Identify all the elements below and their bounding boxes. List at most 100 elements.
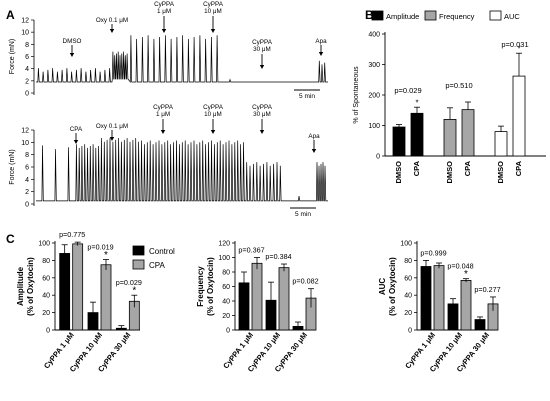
trace-marker-arrowhead: [259, 65, 265, 69]
b-significance-star: *: [517, 45, 520, 54]
panel-letter-c: C: [6, 232, 15, 246]
trace-marker-arrowhead: [259, 130, 265, 134]
c-y-tick-label: 0: [408, 328, 412, 335]
trace-marker-label: CyPPA 1 μM: [153, 104, 174, 118]
c-p-value: p=0.048: [447, 262, 473, 271]
trace-y-tick-label: 4: [25, 66, 29, 73]
b-x-tick-label: CPA: [463, 160, 472, 176]
c-significance-star: *: [464, 269, 468, 280]
trace-marker-label: Oxy 0.1 μM: [96, 123, 128, 130]
c-bar: [251, 262, 263, 331]
c-bar: [72, 243, 84, 331]
c-p-value: p=0.384: [265, 252, 291, 261]
c-y-tick-label: 20: [42, 310, 50, 317]
c-bar: [278, 267, 290, 331]
trace-marker-label: CyPPA 10 μM: [203, 1, 224, 15]
panel-letter-b: B: [365, 8, 374, 22]
b-legend-swatch: [424, 10, 437, 21]
trace-marker-label: CyPPA 10 μM: [203, 104, 224, 118]
c-y-tick-label: 40: [42, 293, 50, 300]
c-y-tick-label: 120: [218, 241, 230, 248]
b-y-label: % of Spontaneous: [353, 66, 360, 124]
c-y-tick-label: 80: [222, 270, 230, 277]
trace-marker-arrowhead: [109, 137, 115, 141]
b-x-tick-label: CPA: [514, 160, 523, 176]
trace-marker-label: CyPPA 30 μM: [252, 39, 273, 53]
c-y-tick-label: 20: [404, 310, 412, 317]
trace-y-tick-label: 8: [25, 152, 29, 159]
b-y-tick-label: 100: [368, 123, 380, 130]
b-bar: [494, 131, 508, 157]
trace-y-tick-label: 6: [25, 54, 29, 61]
trace-bottom: 0 2 4 6 8 10 12 Force (mN) CPA Oxy 0.1 μM CyPPA 1 μ…: [9, 104, 328, 218]
b-y-tick-label: 0: [376, 154, 380, 161]
c-p-value: p=0.775: [59, 230, 85, 239]
trace-marker-label: Oxy 0.1 μM: [96, 17, 128, 24]
b-bar: [512, 75, 526, 157]
c-y-label: AUC(% of Oxytocin): [378, 257, 397, 316]
c-y-label: Frequency(% of Oxytocin): [196, 257, 215, 316]
c-p-value: p=0.277: [474, 285, 500, 294]
c-y-tick-label: 100: [400, 241, 412, 248]
c-y-tick-label: 80: [404, 258, 412, 265]
trace-marker-arrowhead: [318, 52, 324, 56]
b-legend-label: Amplitude: [386, 12, 419, 21]
c-y-tick-label: 0: [46, 328, 50, 335]
c-bar: [433, 265, 445, 331]
trace-y-tick-label: 0: [25, 91, 29, 98]
c-significance-star: *: [132, 286, 136, 297]
trace-marker-arrowhead: [210, 130, 216, 134]
b-bar: [392, 126, 406, 157]
scale-bar-label: 5 min: [299, 93, 315, 100]
trace-marker-arrowhead: [69, 53, 75, 57]
c-y-tick-label: 20: [222, 313, 230, 320]
trace-y-tick-label: 12: [21, 18, 29, 25]
trace-marker-label: CyPPA 30 μM: [252, 104, 273, 118]
chart-b: 0 100 200 300 400 % of Spontaneous Amplitude Fr…: [353, 10, 546, 184]
c-bar: [100, 264, 112, 331]
trace-y-tick-label: 2: [25, 78, 29, 85]
c-bar: [59, 253, 71, 331]
c-significance-star: *: [104, 250, 108, 261]
c-bar: [420, 266, 432, 331]
trace-marker-label: DMSO: [63, 38, 82, 45]
b-bar: [461, 109, 475, 157]
trace-y-tick-label: 8: [25, 42, 29, 49]
c-legend-label: CPA: [149, 261, 166, 270]
trace-marker-arrowhead: [311, 149, 317, 153]
b-legend-label: Frequency: [439, 12, 475, 21]
b-x-tick-label: DMSO: [445, 161, 454, 184]
trace-marker-label: Apa: [308, 133, 320, 140]
trace-y-label: Force (mN): [9, 149, 16, 184]
chart-c2: 0 20 40 60 80 100 120 Frequency(% of Oxytocin) p…: [196, 241, 319, 374]
c-p-value: p=0.367: [238, 246, 264, 255]
b-x-tick-label: DMSO: [496, 161, 505, 184]
c-p-value: p=0.019: [87, 243, 113, 252]
trace-marker-arrowhead: [161, 29, 167, 33]
c-p-value: p=0.082: [292, 277, 318, 286]
b-x-tick-label: DMSO: [394, 161, 403, 184]
trace-y-tick-label: 10: [21, 30, 29, 37]
b-x-tick-label: CPA: [412, 160, 421, 176]
c-y-tick-label: 100: [38, 241, 50, 248]
force-trace: [36, 35, 328, 84]
trace-y-tick-label: 6: [25, 165, 29, 172]
b-bar: [443, 119, 457, 157]
trace-y-tick-label: 2: [25, 189, 29, 196]
trace-marker-arrowhead: [109, 29, 115, 33]
b-legend-swatch: [489, 10, 502, 21]
b-y-tick-label: 400: [368, 32, 380, 39]
c-p-value: p=0.029: [116, 278, 142, 287]
b-p-value: p=0.510: [445, 81, 472, 90]
scale-bar-label: 5 min: [295, 211, 311, 218]
c-y-tick-label: 80: [42, 258, 50, 265]
c-y-tick-label: 40: [404, 293, 412, 300]
trace-y-label: Force (mN): [9, 39, 16, 74]
trace-marker-arrowhead: [210, 29, 216, 33]
trace-y-tick-label: 4: [25, 177, 29, 184]
trace-marker-label: Apa: [315, 38, 327, 45]
trace-y-tick-label: 0: [25, 202, 29, 209]
b-p-value: p=0.031: [501, 40, 528, 49]
